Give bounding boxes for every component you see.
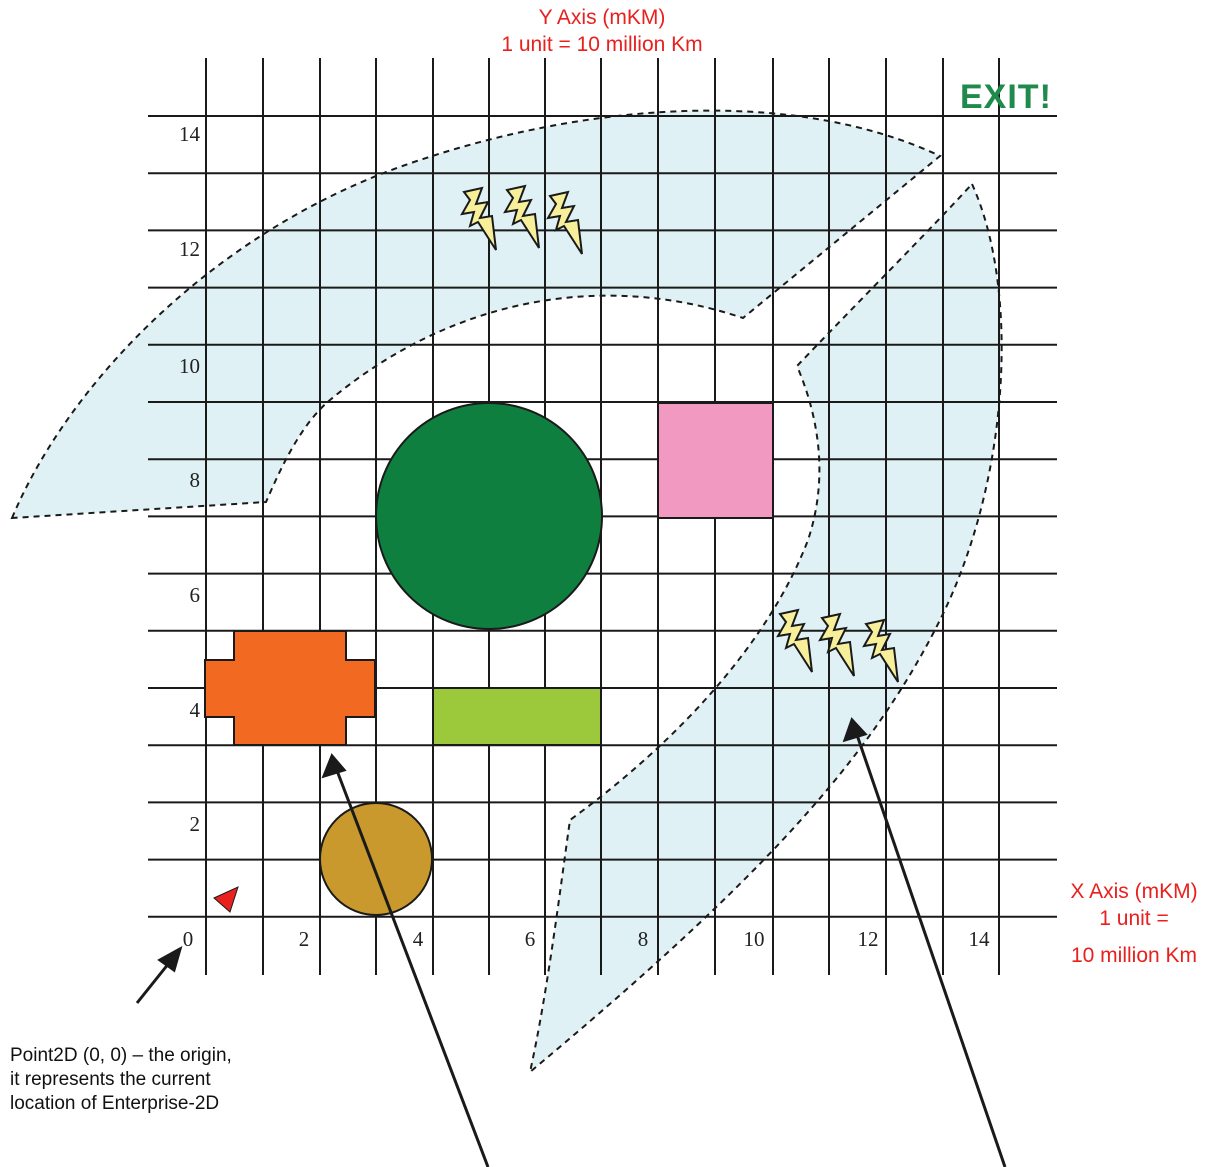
- arrow-to-orange-cross-head: [321, 753, 347, 779]
- x-tick-label: 4: [413, 927, 424, 951]
- x-tick-label: 2: [299, 927, 310, 951]
- origin-note-line3: location of Enterprise-2D: [10, 1093, 220, 1114]
- green-planet: [375, 402, 603, 630]
- y-tick-label: 14: [179, 122, 201, 146]
- arrow-to-orange-cross: [334, 767, 490, 1167]
- x-axis-title: X Axis (mKM): [1070, 880, 1197, 903]
- x-axis-unit-line1: 1 unit =: [1099, 907, 1168, 930]
- y-tick-label: 12: [179, 237, 200, 261]
- green-rectangle: [432, 687, 602, 746]
- origin-note-line2: it represents the current: [10, 1069, 211, 1090]
- x-tick-label: 12: [858, 927, 879, 951]
- arrow-to-storm: [854, 731, 1007, 1167]
- y-tick-label: 2: [190, 812, 201, 836]
- orange-cross: [204, 630, 376, 746]
- x-tick-label: 6: [525, 927, 536, 951]
- y-tick-labels: 2 4 6 8 10 12 14: [179, 122, 201, 836]
- arrows: [135, 717, 1007, 1167]
- pink-square: [657, 402, 774, 519]
- x-tick-label: 8: [638, 927, 649, 951]
- y-tick-label: 6: [190, 583, 201, 607]
- origin-note-line1: Point2D (0, 0) – the origin,: [10, 1045, 232, 1066]
- ship-red-triangle: [213, 886, 239, 913]
- y-tick-label: 10: [179, 354, 200, 378]
- x-axis-unit-line2: 10 million Km: [1071, 944, 1197, 967]
- y-tick-label: 8: [190, 468, 201, 492]
- x-tick-label: 10: [744, 927, 765, 951]
- brown-planet: [319, 802, 433, 916]
- y-axis-title: Y Axis (mKM): [539, 6, 666, 29]
- exit-label: EXIT!: [960, 78, 1052, 116]
- arrow-to-storm-head: [842, 717, 868, 743]
- asteroid-band-right: [528, 182, 1003, 1075]
- y-axis-unit: 1 unit = 10 million Km: [501, 33, 702, 56]
- x-tick-label: 14: [969, 927, 991, 951]
- x-tick-labels: 0 2 4 6 8 10 12 14: [183, 927, 990, 951]
- origin-arrow-head: [157, 945, 183, 973]
- y-tick-label: 4: [190, 698, 201, 722]
- origin-note: Point2D (0, 0) – the origin, it represen…: [10, 1044, 328, 1116]
- x-tick-label: 0: [183, 927, 194, 951]
